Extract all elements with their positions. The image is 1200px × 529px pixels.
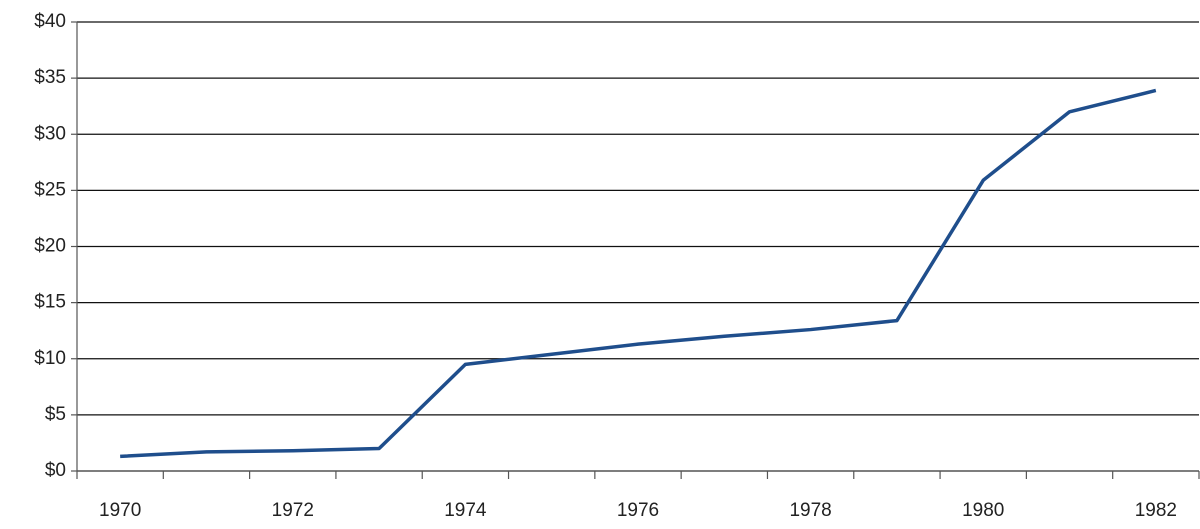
y-tick-label: $30 bbox=[34, 123, 66, 144]
x-tick-label: 1980 bbox=[962, 500, 1004, 521]
y-tick-label: $40 bbox=[34, 11, 66, 32]
x-tick-label: 1970 bbox=[99, 500, 141, 521]
y-tick-label: $10 bbox=[34, 348, 66, 369]
x-tick-label: 1982 bbox=[1135, 500, 1177, 521]
x-tick-label: 1976 bbox=[617, 500, 659, 521]
x-tick-label: 1972 bbox=[272, 500, 314, 521]
y-tick-label: $5 bbox=[45, 404, 66, 425]
y-tick-label: $25 bbox=[34, 179, 66, 200]
y-tick-label: $35 bbox=[34, 67, 66, 88]
y-tick-label: $20 bbox=[34, 236, 66, 257]
y-tick-label: $0 bbox=[45, 460, 66, 481]
data-line bbox=[120, 88, 1157, 459]
x-tick-label: 1978 bbox=[789, 500, 831, 521]
y-tick-label: $15 bbox=[34, 292, 66, 313]
x-tick-label: 1974 bbox=[444, 500, 487, 521]
